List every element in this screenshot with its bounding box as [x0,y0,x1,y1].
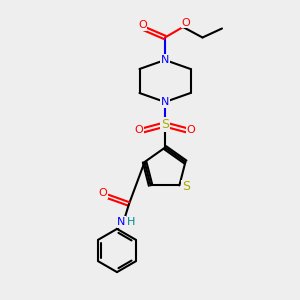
Text: O: O [187,125,196,135]
Text: N: N [161,97,169,107]
Text: H: H [127,217,136,227]
Text: S: S [161,118,169,131]
Text: O: O [182,17,190,28]
Text: O: O [138,20,147,31]
Text: N: N [161,55,169,65]
Text: N: N [117,217,126,227]
Text: S: S [182,180,190,194]
Text: O: O [98,188,107,199]
Text: O: O [134,125,143,135]
